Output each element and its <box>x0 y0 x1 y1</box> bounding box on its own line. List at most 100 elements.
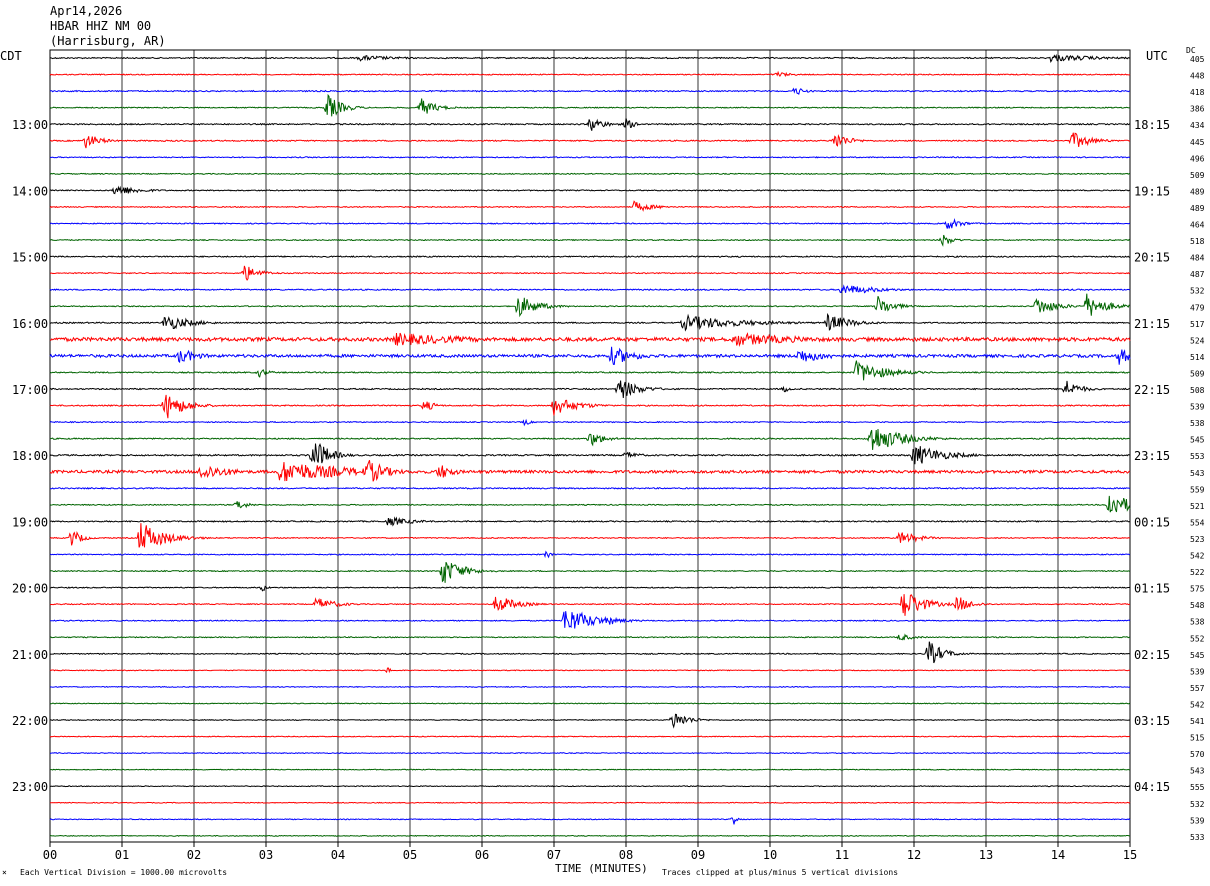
dc-offset-value: 445 <box>1190 138 1205 147</box>
trace-line <box>49 752 1131 755</box>
trace-line <box>49 172 1131 176</box>
dc-offset-value: 496 <box>1190 154 1205 163</box>
cdt-hour-label: 19:00 <box>12 515 48 529</box>
dc-offset-value: 523 <box>1190 535 1205 544</box>
dc-offset-value: 434 <box>1190 121 1205 130</box>
dc-offset-value: 557 <box>1190 684 1205 693</box>
cdt-hour-label: 18:00 <box>12 449 48 463</box>
x-tick-label: 06 <box>475 848 489 862</box>
cdt-hour-label: 17:00 <box>12 383 48 397</box>
dc-offset-value: 542 <box>1190 552 1205 561</box>
dc-offset-value: 448 <box>1190 72 1205 81</box>
dc-offset-value: 514 <box>1190 353 1205 362</box>
dc-offset-value: 484 <box>1190 254 1205 263</box>
trace-line <box>49 685 1131 688</box>
x-tick-label: 15 <box>1123 848 1137 862</box>
trace-line <box>49 156 1131 159</box>
dc-offset-value: 405 <box>1190 55 1205 64</box>
trace-line <box>49 118 1131 131</box>
utc-hour-label: 03:15 <box>1134 714 1170 728</box>
trace-line <box>49 255 1131 258</box>
trace-line <box>49 332 1131 348</box>
dc-offset-value: 521 <box>1190 502 1205 511</box>
utc-hour-label: 21:15 <box>1134 317 1170 331</box>
x-tick-label: 01 <box>115 848 129 862</box>
dc-offset-value: 533 <box>1190 833 1205 842</box>
time-labels: 00 01 02 03 04 05 06 07 08 09 10 11 12 13 14 15 405 448 41… <box>12 55 1205 862</box>
trace-line <box>49 360 1131 381</box>
trace-line <box>49 735 1131 738</box>
trace-line <box>49 218 1131 229</box>
trace-line <box>49 768 1131 771</box>
trace-line <box>49 380 1131 399</box>
trace-line <box>49 443 1130 465</box>
dc-offset-value: 539 <box>1190 403 1205 412</box>
plot-frame <box>49 49 1131 843</box>
trace-line <box>49 265 1131 281</box>
trace-line <box>50 516 1131 527</box>
trace-line <box>49 702 1131 705</box>
trace-line <box>49 93 1131 117</box>
dc-offset-value: 509 <box>1190 171 1205 180</box>
dc-offset-value: 487 <box>1190 270 1205 279</box>
utc-hour-label: 01:15 <box>1134 582 1170 596</box>
dc-offset-value: 541 <box>1190 717 1205 726</box>
cdt-hour-label: 14:00 <box>12 184 48 198</box>
utc-hour-label: 00:15 <box>1134 515 1170 529</box>
dc-offset-value: 552 <box>1190 634 1205 643</box>
dc-offset-value: 575 <box>1190 585 1205 594</box>
dc-offset-value: 508 <box>1190 386 1205 395</box>
cdt-hour-label: 22:00 <box>12 714 48 728</box>
x-tick-label: 04 <box>331 848 345 862</box>
trace-line <box>49 234 1131 247</box>
dc-offset-value: 518 <box>1190 237 1205 246</box>
trace-line <box>49 394 1131 419</box>
dc-offset-value: 553 <box>1190 452 1205 461</box>
dc-offset-value: 538 <box>1190 419 1205 428</box>
seismic-traces <box>49 53 1131 837</box>
trace-line <box>49 185 1131 195</box>
dc-offset-value: 559 <box>1190 485 1205 494</box>
trace-line <box>49 312 1131 332</box>
trace-line <box>49 87 1131 95</box>
x-tick-label: 14 <box>1051 848 1065 862</box>
dc-offset-value: 489 <box>1190 187 1205 196</box>
cdt-hour-label: 21:00 <box>12 648 48 662</box>
x-tick-label: 09 <box>691 848 705 862</box>
station-location: (Harrisburg, AR) <box>50 34 166 48</box>
footer-mark: ⨯ <box>2 868 7 877</box>
trace-line <box>49 561 1131 583</box>
dc-offset-value: 538 <box>1190 618 1205 627</box>
utc-hour-label: 18:15 <box>1134 118 1170 132</box>
utc-hour-label: 20:15 <box>1134 251 1170 265</box>
utc-hour-label: 02:15 <box>1134 648 1170 662</box>
trace-line <box>49 200 1131 212</box>
dc-offset-value: 543 <box>1190 767 1205 776</box>
dc-offset-value: 386 <box>1190 105 1205 114</box>
trace-line <box>49 611 1131 629</box>
utc-hour-label: 19:15 <box>1134 184 1170 198</box>
trace-line <box>49 785 1131 788</box>
x-tick-label: 10 <box>763 848 777 862</box>
dc-offset-value: 545 <box>1190 436 1205 445</box>
dc-offset-value: 509 <box>1190 369 1205 378</box>
grid-lines <box>49 49 1131 847</box>
dc-offset-value: 570 <box>1190 750 1205 759</box>
x-tick-label: 02 <box>187 848 201 862</box>
x-tick-label: 03 <box>259 848 273 862</box>
chart-date: Apr14,2026 <box>50 4 123 18</box>
cdt-hour-label: 16:00 <box>12 317 48 331</box>
trace-line <box>49 486 1131 490</box>
dc-offset-value: 539 <box>1190 667 1205 676</box>
trace-line <box>49 53 1131 63</box>
dc-offset-value: 532 <box>1190 800 1205 809</box>
station-code: HBAR HHZ NM 00 <box>50 19 152 33</box>
x-tick-label: 13 <box>979 848 993 862</box>
dc-offset-value: 464 <box>1190 221 1205 230</box>
dc-offset-value: 418 <box>1190 88 1205 97</box>
dc-offset-value: 539 <box>1190 816 1205 825</box>
trace-line <box>49 495 1131 513</box>
trace-line <box>49 585 1131 592</box>
utc-hour-label: 22:15 <box>1134 383 1170 397</box>
